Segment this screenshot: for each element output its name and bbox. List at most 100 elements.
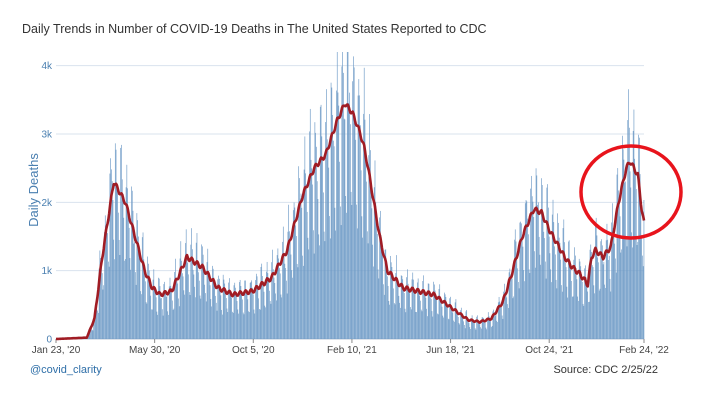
- daily-bar: [400, 307, 401, 339]
- daily-bar: [562, 228, 564, 339]
- daily-bar: [628, 127, 630, 340]
- daily-bar: [563, 219, 565, 339]
- daily-bar: [97, 310, 98, 339]
- daily-bar: [336, 90, 337, 339]
- daily-bar: [451, 311, 453, 339]
- daily-bar: [229, 278, 230, 339]
- daily-bar: [369, 114, 370, 339]
- daily-bar: [240, 285, 242, 339]
- daily-bar: [598, 262, 599, 339]
- daily-bar: [578, 258, 580, 339]
- daily-bar: [105, 229, 107, 339]
- daily-bar: [501, 306, 502, 339]
- daily-bar: [278, 258, 279, 339]
- daily-bar: [164, 281, 165, 339]
- daily-bar: [108, 266, 110, 339]
- daily-bar: [382, 255, 384, 339]
- daily-bar: [516, 259, 518, 339]
- daily-bar: [260, 266, 262, 339]
- daily-bar: [454, 321, 455, 339]
- daily-bar: [425, 297, 427, 339]
- daily-bar: [139, 259, 141, 339]
- daily-bar: [349, 92, 350, 339]
- daily-bar: [489, 317, 491, 339]
- daily-bar: [408, 289, 410, 339]
- daily-bar: [615, 272, 617, 339]
- daily-bar: [126, 164, 128, 339]
- daily-bar: [398, 295, 400, 339]
- daily-bar: [481, 328, 482, 339]
- daily-bar: [463, 321, 464, 339]
- daily-bar: [141, 294, 142, 339]
- daily-bar: [621, 249, 622, 339]
- daily-bar: [588, 301, 590, 339]
- daily-bar: [450, 306, 452, 339]
- daily-bar: [361, 216, 363, 339]
- daily-bar: [389, 304, 390, 339]
- daily-bar: [470, 318, 472, 339]
- daily-bar: [634, 158, 636, 339]
- twitter-handle[interactable]: @covid_clarity: [30, 364, 102, 376]
- daily-bar: [233, 285, 235, 339]
- daily-bar: [447, 306, 448, 339]
- daily-bar: [170, 285, 172, 339]
- daily-bar: [159, 286, 161, 339]
- daily-bar: [359, 95, 360, 339]
- daily-bar: [118, 212, 119, 339]
- daily-bar: [409, 293, 410, 339]
- daily-bar: [190, 244, 192, 339]
- daily-bar: [128, 208, 129, 339]
- daily-bar: [98, 312, 99, 339]
- daily-bar: [209, 285, 211, 339]
- daily-bar: [202, 246, 203, 339]
- daily-bar: [515, 241, 517, 339]
- daily-bar: [158, 278, 160, 339]
- daily-bar: [429, 290, 431, 339]
- daily-bar: [363, 113, 364, 339]
- daily-bar: [437, 313, 438, 339]
- daily-bar: [581, 281, 583, 339]
- daily-bar: [345, 196, 347, 339]
- daily-bar: [350, 191, 352, 339]
- daily-bar: [456, 308, 458, 339]
- daily-bar: [279, 273, 281, 339]
- daily-bar: [94, 311, 96, 339]
- daily-bar: [302, 265, 304, 339]
- daily-bar: [208, 278, 210, 339]
- daily-bar: [92, 330, 94, 339]
- daily-bar: [383, 294, 385, 339]
- daily-bar: [628, 89, 629, 339]
- daily-bar: [373, 187, 375, 339]
- daily-bar: [180, 241, 182, 339]
- daily-bar: [255, 273, 257, 339]
- daily-bar: [455, 299, 457, 339]
- daily-bar: [370, 150, 371, 339]
- daily-bar: [242, 299, 243, 339]
- daily-bar: [531, 196, 533, 339]
- daily-bar: [204, 284, 206, 339]
- daily-bar: [419, 295, 421, 339]
- daily-bar: [208, 272, 209, 339]
- daily-bar: [263, 291, 265, 339]
- daily-bar: [217, 279, 219, 339]
- daily-bar: [357, 95, 359, 339]
- daily-bar: [475, 329, 477, 339]
- daily-bar: [430, 297, 431, 339]
- daily-bar: [457, 310, 458, 339]
- daily-bar: [552, 199, 554, 339]
- daily-bar: [120, 147, 122, 339]
- daily-bar: [390, 262, 392, 339]
- daily-bar: [507, 308, 509, 339]
- daily-bar: [318, 234, 320, 339]
- daily-bar: [156, 311, 158, 339]
- daily-bar: [110, 158, 111, 339]
- daily-bar: [206, 262, 208, 339]
- daily-bar: [124, 260, 125, 339]
- daily-bar: [191, 228, 192, 339]
- daily-bar: [167, 311, 169, 339]
- daily-bar: [437, 314, 439, 339]
- daily-bar: [399, 302, 400, 339]
- daily-bar: [494, 315, 496, 339]
- daily-bar: [528, 269, 530, 339]
- daily-bar: [501, 315, 503, 339]
